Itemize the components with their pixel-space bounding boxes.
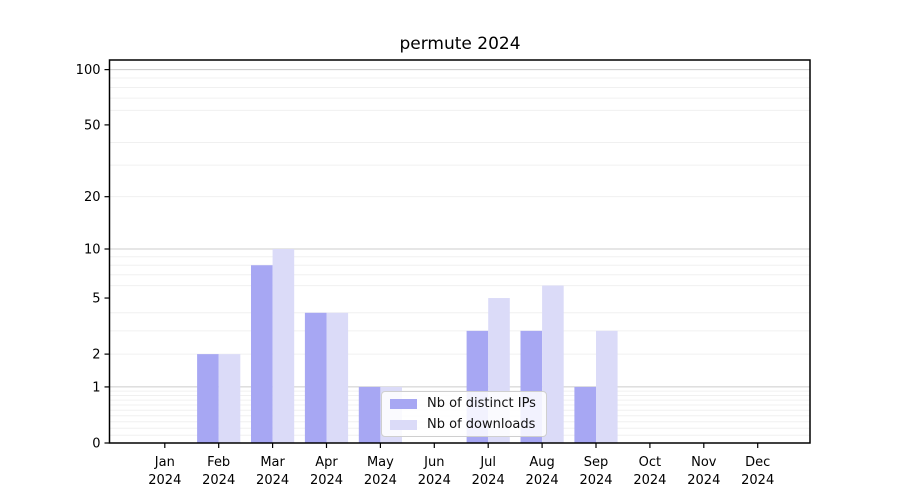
x-tick-label-year: 2024 xyxy=(579,473,612,488)
y-tick-label: 1 xyxy=(92,380,100,395)
bar-apr-s1 xyxy=(326,312,349,443)
x-tick-label-month: Oct xyxy=(639,455,661,470)
legend-label-distinct-ips: Nb of distinct IPs xyxy=(427,396,536,411)
x-tick-label-year: 2024 xyxy=(364,473,397,488)
y-tick-label: 10 xyxy=(84,243,101,258)
y-tick-label: 0 xyxy=(92,437,100,452)
bar-sep-s1 xyxy=(596,330,618,443)
bar-feb-s1 xyxy=(218,354,241,443)
legend-item-distinct-ips: Nb of distinct IPs xyxy=(390,395,538,413)
bar-aug-s1 xyxy=(542,285,564,443)
x-tick-label-year: 2024 xyxy=(472,473,505,488)
x-tick-label-year: 2024 xyxy=(310,473,343,488)
x-tick-label-month: Dec xyxy=(745,455,770,470)
y-tick-label: 5 xyxy=(92,292,100,307)
axes-spines xyxy=(108,59,811,444)
bar-mar-s1 xyxy=(272,249,295,443)
x-tick-label-month: Apr xyxy=(315,455,338,470)
bar-mar-s0 xyxy=(251,265,273,443)
y-tick-label: 100 xyxy=(76,63,101,78)
x-tick-label-month: Jan xyxy=(154,455,175,470)
x-tick-label-year: 2024 xyxy=(418,473,451,488)
x-tick-label-month: Nov xyxy=(691,455,717,470)
x-tick-label-year: 2024 xyxy=(633,473,666,488)
x-tick-label-month: May xyxy=(367,455,394,470)
chart-legend: Nb of distinct IPs Nb of downloads xyxy=(381,391,547,437)
x-tick-label-month: Mar xyxy=(260,455,285,470)
bar-may-s0 xyxy=(358,386,381,443)
x-tick-label-year: 2024 xyxy=(256,473,289,488)
x-tick-label-year: 2024 xyxy=(202,473,235,488)
x-tick-label-year: 2024 xyxy=(526,473,559,488)
legend-label-downloads: Nb of downloads xyxy=(427,417,536,432)
legend-swatch-distinct-ips xyxy=(390,398,417,409)
x-tick-label-month: Feb xyxy=(207,455,230,470)
legend-item-downloads: Nb of downloads xyxy=(390,416,538,434)
chart-title: permute 2024 xyxy=(399,34,521,54)
bar-sep-s0 xyxy=(574,386,596,443)
x-tick-label-year: 2024 xyxy=(741,473,774,488)
x-tick-label-month: Sep xyxy=(584,455,609,470)
y-tick-label: 20 xyxy=(84,190,101,205)
bar-apr-s0 xyxy=(304,312,327,443)
x-tick-label-year: 2024 xyxy=(148,473,181,488)
x-tick-label-month: Jun xyxy=(423,455,444,470)
y-tick-label: 2 xyxy=(92,348,100,363)
legend-swatch-downloads xyxy=(390,419,417,430)
x-tick-label-month: Jul xyxy=(479,455,496,470)
bar-feb-s0 xyxy=(197,354,219,443)
x-tick-label-month: Aug xyxy=(529,455,554,470)
x-tick-label-year: 2024 xyxy=(687,473,720,488)
y-tick-label: 50 xyxy=(84,118,101,133)
